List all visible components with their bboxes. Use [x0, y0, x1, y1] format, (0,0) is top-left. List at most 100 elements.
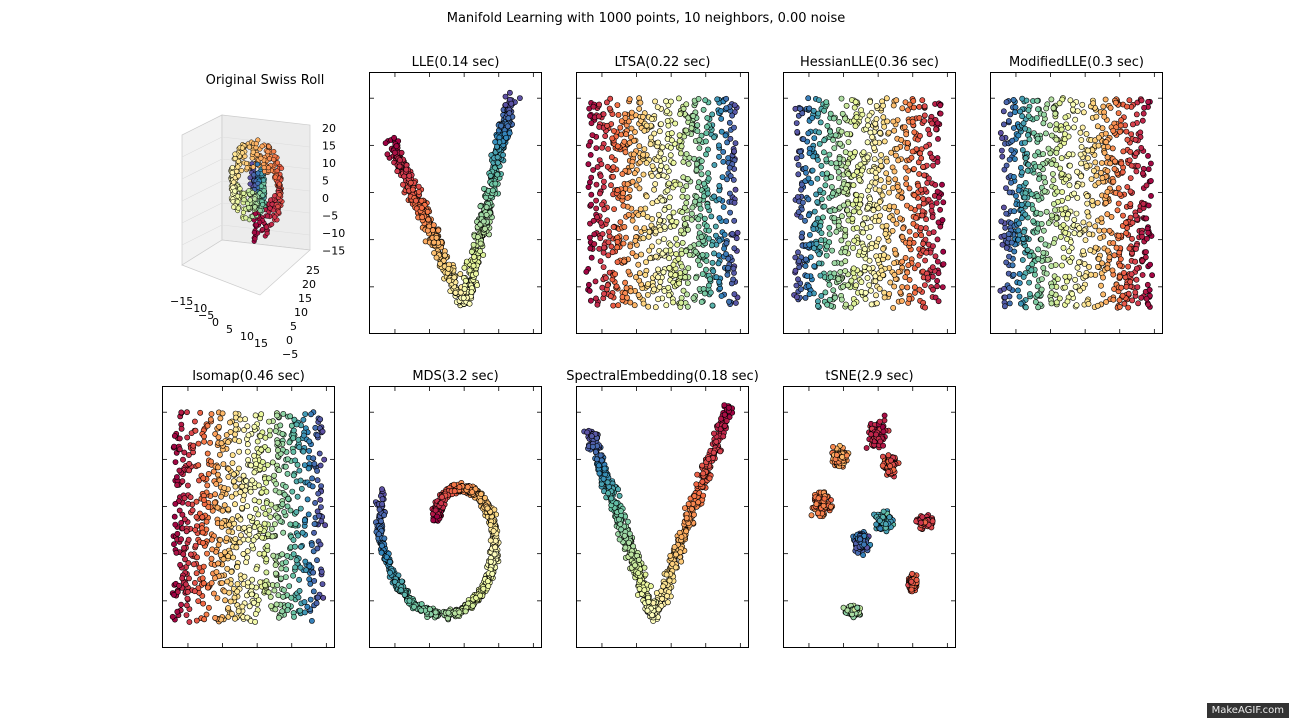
- data-point: [836, 119, 843, 125]
- figure-title: Manifold Learning with 1000 points, 10 n…: [446, 11, 846, 26]
- data-point: [1083, 131, 1090, 137]
- data-point: [831, 260, 838, 266]
- data-point: [1048, 263, 1055, 269]
- data-point: [1143, 249, 1149, 255]
- data-point: [873, 103, 880, 109]
- data-point: [178, 519, 185, 526]
- data-point: [670, 299, 676, 306]
- data-point: [1000, 204, 1007, 211]
- data-point: [1101, 227, 1108, 234]
- isomap-scatter-plot: [162, 386, 335, 648]
- data-point: [297, 505, 304, 512]
- data-point: [685, 265, 692, 271]
- data-point: [641, 225, 648, 231]
- data-point: [1015, 236, 1022, 243]
- data-point: [258, 183, 264, 189]
- data-point: [912, 232, 919, 239]
- data-point: [296, 576, 302, 583]
- data-point: [253, 566, 260, 573]
- data-point: [1051, 201, 1057, 207]
- data-point: [683, 127, 689, 134]
- data-point: [812, 221, 818, 228]
- data-point: [676, 138, 683, 144]
- data-point: [253, 141, 259, 147]
- data-point: [1020, 235, 1027, 242]
- data-point: [181, 449, 188, 456]
- axes-frame: [576, 72, 749, 334]
- data-point: [858, 107, 864, 113]
- data-point: [179, 478, 186, 485]
- y-tick-label: 5: [290, 320, 297, 333]
- data-point: [317, 541, 324, 548]
- data-point: [1145, 301, 1152, 308]
- data-point: [462, 277, 469, 284]
- data-point: [1027, 291, 1033, 297]
- data-point: [461, 286, 468, 292]
- data-point: [169, 613, 176, 620]
- data-point: [480, 252, 487, 258]
- data-point: [1030, 218, 1037, 225]
- data-point: [644, 213, 651, 220]
- data-point: [302, 558, 309, 565]
- data-point: [502, 102, 509, 108]
- data-point: [818, 237, 824, 244]
- x-tick-label: 0: [212, 316, 219, 329]
- data-point: [641, 127, 648, 134]
- data-point: [1141, 104, 1147, 111]
- data-point: [1112, 158, 1118, 165]
- data-point: [645, 233, 652, 240]
- data-point: [885, 129, 892, 136]
- data-point: [192, 418, 198, 425]
- data-point: [705, 175, 712, 182]
- data-point: [316, 450, 323, 457]
- data-point: [1025, 161, 1032, 168]
- data-point: [1116, 273, 1123, 280]
- data-point: [632, 129, 638, 135]
- data-point: [640, 151, 647, 158]
- data-point: [613, 283, 620, 290]
- data-point: [221, 502, 228, 509]
- data-point: [842, 233, 848, 240]
- data-point: [1085, 213, 1092, 220]
- data-point: [887, 279, 894, 286]
- data-point: [698, 233, 705, 240]
- data-point: [269, 533, 276, 540]
- data-point: [731, 217, 738, 224]
- data-point: [1118, 160, 1125, 167]
- data-point: [263, 224, 269, 230]
- data-point: [687, 244, 694, 251]
- data-point: [255, 180, 261, 186]
- data-point: [627, 243, 634, 250]
- data-point: [235, 158, 241, 164]
- scatter-points: [583, 95, 741, 311]
- data-point: [610, 173, 616, 180]
- data-point: [730, 265, 737, 272]
- data-point: [1003, 185, 1009, 191]
- data-point: [311, 577, 318, 584]
- data-point: [246, 527, 253, 533]
- data-point: [263, 569, 270, 576]
- data-point: [906, 276, 913, 283]
- data-point: [312, 500, 318, 506]
- data-point: [621, 223, 628, 230]
- y-tick-label: 0: [286, 334, 293, 347]
- data-point: [664, 108, 670, 115]
- data-point: [669, 137, 675, 144]
- data-point: [636, 143, 643, 149]
- data-point: [899, 258, 906, 265]
- data-point: [208, 555, 215, 562]
- data-point: [1123, 230, 1130, 236]
- data-point: [227, 429, 234, 435]
- data-point: [1062, 229, 1069, 236]
- data-point: [583, 268, 590, 275]
- data-point: [250, 149, 256, 155]
- data-point: [1058, 170, 1065, 177]
- data-point: [824, 301, 831, 308]
- data-point: [299, 529, 306, 536]
- data-point: [232, 151, 238, 157]
- data-point: [822, 182, 829, 189]
- data-point: [730, 276, 736, 283]
- data-point: [183, 612, 190, 618]
- data-point: [1116, 303, 1123, 310]
- data-point: [922, 225, 929, 232]
